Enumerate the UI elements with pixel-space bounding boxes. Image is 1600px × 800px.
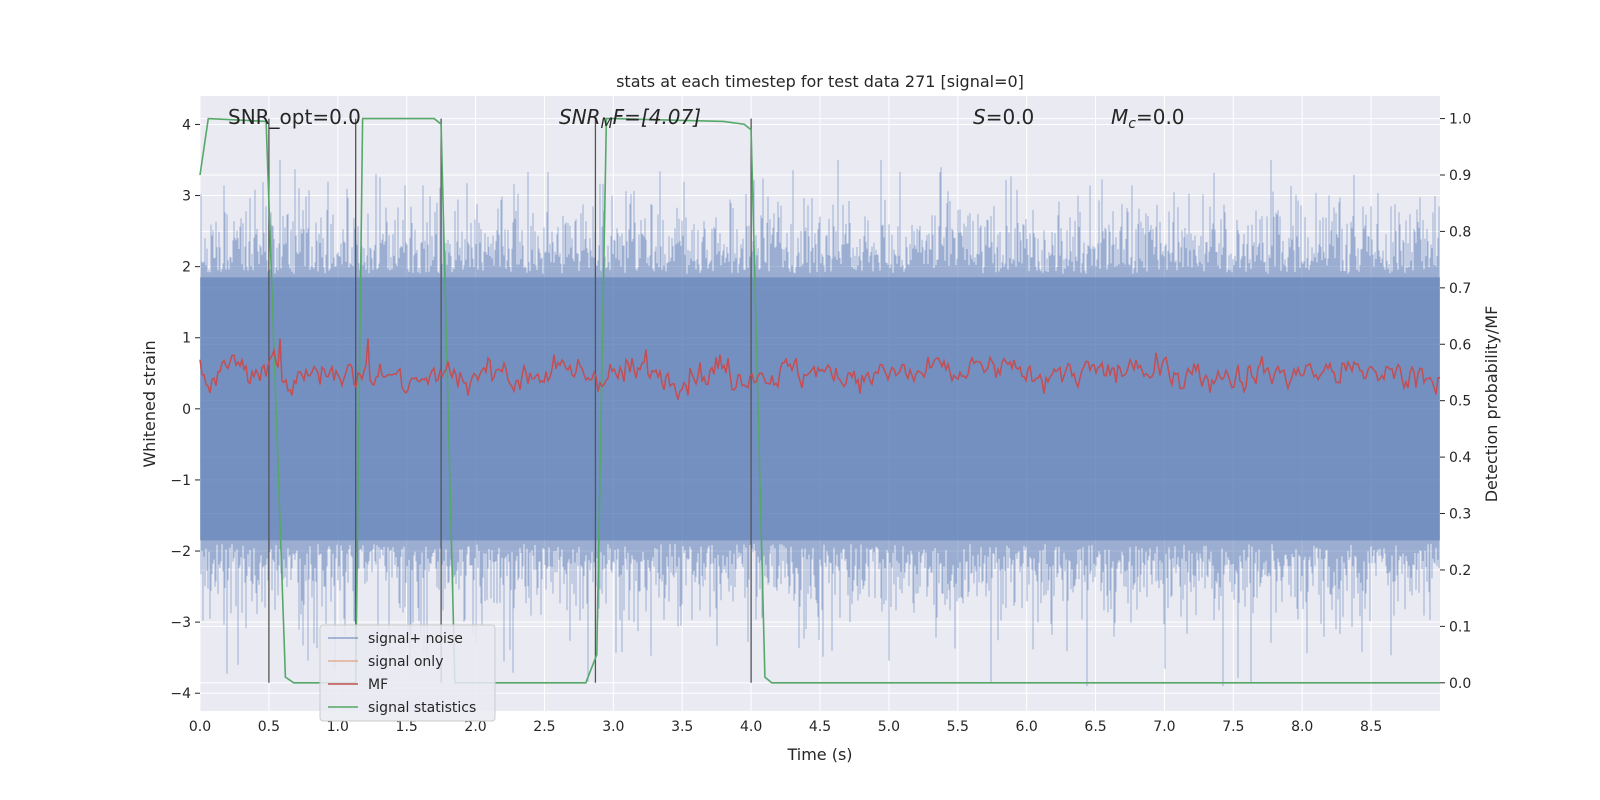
signal-noise-series — [200, 160, 1440, 687]
annotation-s: S=0.0 — [973, 105, 1034, 129]
y-right-tick-label: 0.1 — [1449, 619, 1471, 635]
y-right-tick-label: 0.7 — [1449, 281, 1471, 297]
y-right-tick-label: 0.5 — [1449, 394, 1471, 410]
y-left-tick-label: 4 — [182, 117, 191, 133]
y-axis-left-label: Whitened strain — [140, 340, 159, 467]
x-tick-label: 8.0 — [1291, 719, 1313, 735]
x-tick-label: 6.5 — [1084, 719, 1106, 735]
x-tick-label: 3.0 — [602, 719, 624, 735]
x-tick-label: 3.5 — [671, 719, 693, 735]
y-right-tick-label: 1.0 — [1449, 112, 1471, 128]
legend-label-mf: MF — [368, 677, 388, 693]
x-tick-label: 0.0 — [189, 719, 211, 735]
legend-box — [319, 624, 496, 722]
axis-ticks: 0.0 0.5 1.0 1.5 2.0 2.5 3.0 3.5 4.0 4.5 5.0 5.5 6.0 6… — [170, 112, 1471, 735]
y-left-tick-label: 1 — [182, 331, 191, 347]
y-right-tick-label: 0.4 — [1449, 450, 1471, 466]
legend-label-signal-noise: signal+ noise — [368, 631, 463, 647]
chart-title: stats at each timestep for test data 271… — [616, 72, 1024, 91]
x-tick-label: 0.5 — [258, 719, 280, 735]
mf-series — [199, 338, 1441, 400]
y-axis-right-label: Detection probability/MF — [1482, 306, 1501, 503]
legend-label-signal-statistics: signal statistics — [368, 700, 476, 716]
y-left-tick-label: −3 — [170, 615, 191, 631]
y-right-tick-label: 0.9 — [1449, 168, 1471, 184]
y-right-tick-label: 0.6 — [1449, 337, 1471, 353]
y-right-tick-label: 0.0 — [1449, 676, 1471, 692]
y-left-tick-label: 3 — [182, 189, 191, 205]
signal-noise-core — [200, 277, 1440, 541]
x-tick-label: 1.0 — [327, 719, 349, 735]
mf-line — [199, 338, 1441, 400]
y-left-tick-label: −2 — [170, 544, 191, 560]
x-tick-label: 7.5 — [1222, 719, 1244, 735]
x-tick-label: 8.5 — [1360, 719, 1382, 735]
y-left-tick-label: 0 — [182, 402, 191, 418]
signal-statistics-line — [199, 117, 1440, 684]
legend: signal+ noise signal only MF signal stat… — [319, 624, 496, 722]
x-tick-label: 5.0 — [878, 719, 900, 735]
x-tick-label: 2.5 — [533, 719, 555, 735]
x-tick-label: 4.5 — [809, 719, 831, 735]
signal-statistics-series — [199, 117, 1440, 684]
legend-label-signal-only: signal only — [368, 654, 443, 670]
x-tick-label: 6.0 — [1016, 719, 1038, 735]
y-left-tick-label: 2 — [182, 260, 191, 276]
x-axis-label: Time (s) — [786, 745, 852, 764]
x-tick-label: 5.5 — [947, 719, 969, 735]
y-right-tick-label: 0.3 — [1449, 507, 1471, 523]
x-tick-label: 2.0 — [464, 719, 486, 735]
x-tick-label: 7.0 — [1153, 719, 1175, 735]
y-left-tick-label: −1 — [170, 473, 191, 489]
y-left-tick-label: −4 — [170, 686, 191, 702]
annotation-mc: Mc=0.0 — [1111, 105, 1185, 132]
annotation-snr-opt: SNR_opt=0.0 — [228, 105, 361, 129]
annotation-snr-mf: SNRMF=[4.07] — [559, 105, 701, 132]
y-right-tick-label: 0.8 — [1449, 224, 1471, 240]
y-right-tick-label: 0.2 — [1449, 563, 1471, 579]
x-tick-label: 1.5 — [396, 719, 418, 735]
x-tick-label: 4.0 — [740, 719, 762, 735]
